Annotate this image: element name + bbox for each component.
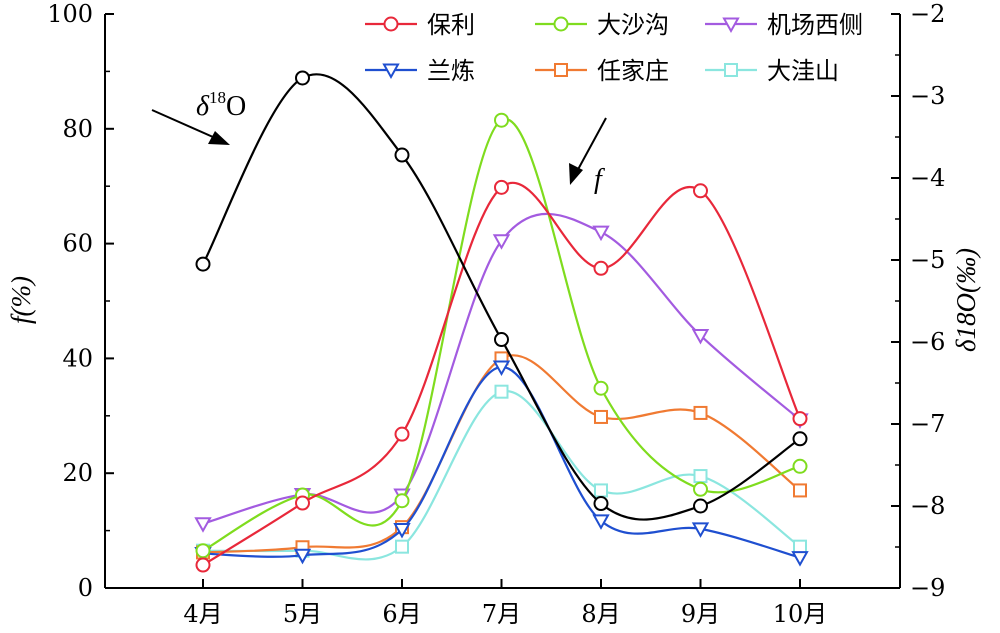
- data-point: [393, 522, 411, 539]
- annotation-arrow-f: [574, 117, 607, 176]
- y-right-tick-label: −5: [910, 246, 945, 274]
- data-point: [494, 112, 509, 128]
- data-point: [793, 483, 807, 498]
- legend-item-大洼山: 大洼山: [705, 57, 839, 85]
- legend-label: 兰炼: [427, 57, 475, 85]
- y-right-tick-label: −4: [910, 164, 945, 192]
- y-left-tick-label: 80: [62, 115, 93, 143]
- x-tick-label: 8月: [581, 600, 620, 628]
- data-point: [195, 256, 211, 272]
- data-point: [295, 495, 310, 511]
- annotation-d18o-label: δ18O: [196, 88, 246, 122]
- data-point: [693, 498, 708, 514]
- data-point: [593, 380, 609, 396]
- series-line: [202, 181, 802, 566]
- data-point: [593, 260, 609, 276]
- y-left-tick-label: 20: [62, 459, 93, 487]
- data-point: [395, 539, 409, 554]
- data-point: [492, 234, 511, 250]
- x-tick-label: 4月: [183, 600, 222, 628]
- y-right-axis-title: δ18O(‰): [951, 248, 981, 352]
- y-left-tick-label: 0: [78, 574, 93, 602]
- y-left-tick-label: 40: [62, 344, 93, 372]
- data-point: [693, 183, 708, 199]
- legend-marker: [382, 63, 400, 80]
- data-point: [494, 384, 509, 399]
- y-left-axis-title: f(%): [6, 276, 36, 324]
- data-point: [693, 405, 708, 420]
- annotation-arrowhead-f: [569, 163, 583, 185]
- legend-label: 大沙沟: [597, 11, 669, 39]
- legend-item-兰炼: 兰炼: [365, 57, 475, 85]
- data-point: [594, 409, 608, 424]
- x-tick-label: 9月: [681, 600, 720, 628]
- y-right-tick-label: −9: [910, 574, 945, 602]
- data-point: [394, 493, 410, 509]
- legend-item-机场西侧: 机场西侧: [705, 11, 863, 39]
- x-tick-label: 6月: [382, 600, 421, 628]
- y-right-tick-label: −7: [910, 410, 945, 438]
- data-point: [793, 539, 807, 554]
- data-point: [195, 557, 211, 573]
- legend-item-保利: 保利: [365, 11, 475, 39]
- legend-marker: [383, 16, 399, 32]
- y-right-tick-label: −3: [910, 82, 945, 110]
- x-tick-label: 10月: [773, 600, 828, 628]
- y-right-tick-label: −6: [910, 328, 945, 356]
- data-point: [293, 548, 312, 565]
- legend-item-大沙沟: 大沙沟: [535, 11, 669, 39]
- annotation-arrowhead-d18o: [208, 131, 230, 145]
- data-point: [691, 328, 710, 345]
- data-point: [691, 522, 710, 538]
- axes: 0 20 40 60 80 100 −9 −8 −7 −6 −5 −4 −3 −2 4月 5月 6月 7月 8月 9月…: [6, 0, 981, 628]
- data-point: [194, 517, 212, 533]
- x-tick-label: 5月: [283, 600, 322, 628]
- data-point: [394, 426, 410, 442]
- series-任家庄: [196, 351, 807, 560]
- data-point: [494, 332, 509, 348]
- legend-label: 机场西侧: [767, 11, 863, 39]
- legend-item-任家庄: 任家庄: [535, 57, 669, 85]
- series-layer: [194, 70, 809, 573]
- data-point: [791, 551, 809, 567]
- data-point: [295, 70, 310, 86]
- y-left-tick-label: 100: [47, 0, 93, 28]
- legend-label: 任家庄: [597, 57, 669, 85]
- annotation-arrow-d18o: [151, 109, 223, 142]
- series-保利: [195, 179, 808, 573]
- data-point: [592, 514, 610, 530]
- annotations: δ18O f: [151, 88, 607, 195]
- data-point: [494, 179, 509, 195]
- y-right-tick-label: −8: [910, 492, 945, 520]
- data-point: [492, 360, 511, 377]
- y-right-tick-label: −2: [910, 0, 945, 28]
- data-point: [792, 431, 808, 447]
- series-大沙沟: [195, 112, 808, 559]
- data-point: [394, 147, 410, 163]
- data-point: [594, 483, 608, 498]
- data-point: [592, 225, 610, 242]
- x-tick-label: 7月: [482, 600, 521, 628]
- legend-marker: [554, 63, 568, 77]
- series-大洼山: [196, 384, 807, 561]
- data-point: [693, 481, 708, 497]
- legend-marker: [722, 17, 740, 34]
- legend-marker: [724, 63, 738, 77]
- data-point: [693, 469, 708, 484]
- data-point: [792, 411, 808, 427]
- data-point: [593, 496, 609, 512]
- series-δ18O: [195, 70, 808, 521]
- legend-label: 保利: [427, 11, 475, 39]
- series-line: [202, 73, 801, 521]
- y-left-tick-label: 60: [62, 230, 93, 258]
- legend-label: 大洼山: [767, 57, 839, 85]
- annotation-f-label: f: [594, 164, 605, 195]
- data-point: [195, 543, 211, 559]
- data-point: [792, 458, 808, 474]
- legend-marker: [553, 16, 569, 32]
- series-兰炼: [194, 360, 809, 567]
